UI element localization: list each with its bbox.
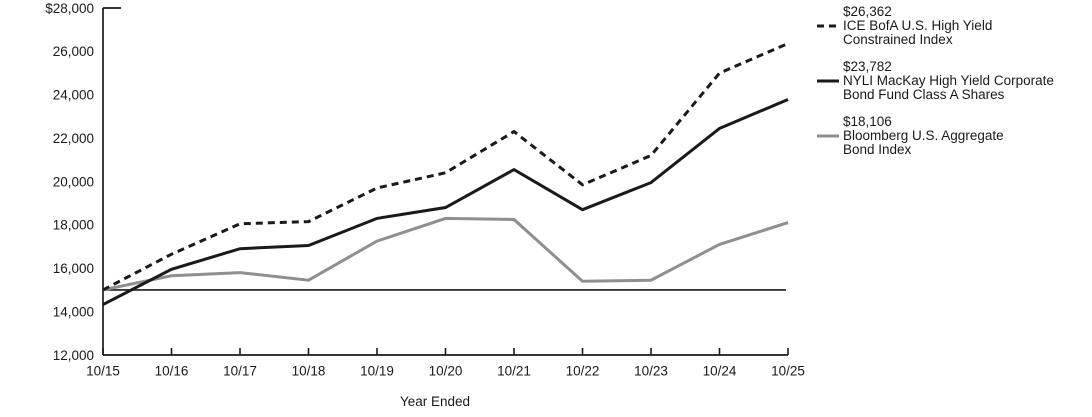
y-tick-label: $28,000 xyxy=(45,1,94,16)
y-tick-label: 24,000 xyxy=(53,88,94,103)
legend-final-value: $23,782 xyxy=(843,59,892,74)
chart-legend: $26,362 ICE BofA U.S. High Yield Constrain… xyxy=(816,5,1084,170)
y-tick-label: 16,000 xyxy=(53,261,94,276)
x-tick-label: 10/23 xyxy=(634,364,668,379)
x-tick-label: 10/24 xyxy=(703,364,737,379)
y-tick-label: 20,000 xyxy=(53,174,94,189)
x-tick-label: 10/17 xyxy=(223,364,257,379)
legend-solid-line-icon xyxy=(817,134,839,138)
legend-series-name: NYLI MacKay High Yield Corporate Bond Fun… xyxy=(843,73,1054,102)
x-tick-label: 10/15 xyxy=(86,364,120,379)
legend-solid-line-icon xyxy=(817,79,839,83)
y-tick-label: 26,000 xyxy=(53,44,94,59)
x-tick-label: 10/19 xyxy=(360,364,394,379)
x-tick-label: 10/21 xyxy=(497,364,531,379)
x-tick-label: 10/22 xyxy=(566,364,600,379)
legend-dashed-line-icon xyxy=(817,24,839,28)
legend-series-name: ICE BofA U.S. High Yield Constrained Inde… xyxy=(843,18,993,47)
y-tick-label: 22,000 xyxy=(53,131,94,146)
legend-series-name: Bloomberg U.S. Aggregate Bond Index xyxy=(843,128,1004,157)
y-tick-label: 12,000 xyxy=(53,348,94,363)
y-tick-label: 18,000 xyxy=(53,218,94,233)
x-tick-label: 10/16 xyxy=(155,364,189,379)
x-tick-label: 10/18 xyxy=(292,364,326,379)
y-tick-label: 14,000 xyxy=(53,304,94,319)
legend-final-value: $26,362 xyxy=(843,4,892,19)
x-tick-label: 10/25 xyxy=(771,364,805,379)
series-line-bloomberg-u-s-aggregate-bond-index xyxy=(102,216,789,292)
x-tick-label: 10/20 xyxy=(429,364,463,379)
series-line-ice-bofa-u-s-high-yield-constrained-inde xyxy=(102,42,789,292)
legend-item-ice-bofa-u-s-high-yield-constrained-inde: $26,362 ICE BofA U.S. High Yield Constrain… xyxy=(816,5,1084,47)
x-axis-title: Year Ended xyxy=(399,394,471,409)
legend-final-value: $18,106 xyxy=(843,114,892,129)
legend-item-bloomberg-u-s-aggregate-bond-index: $18,106 Bloomberg U.S. Aggregate Bond Inde… xyxy=(816,115,1084,157)
legend-item-nyli-mackay-high-yield-corporate-bond-fu: $23,782 NYLI MacKay High Yield Corporate B… xyxy=(816,60,1084,102)
series-line-nyli-mackay-high-yield-corporate-bond-fu xyxy=(102,98,789,306)
